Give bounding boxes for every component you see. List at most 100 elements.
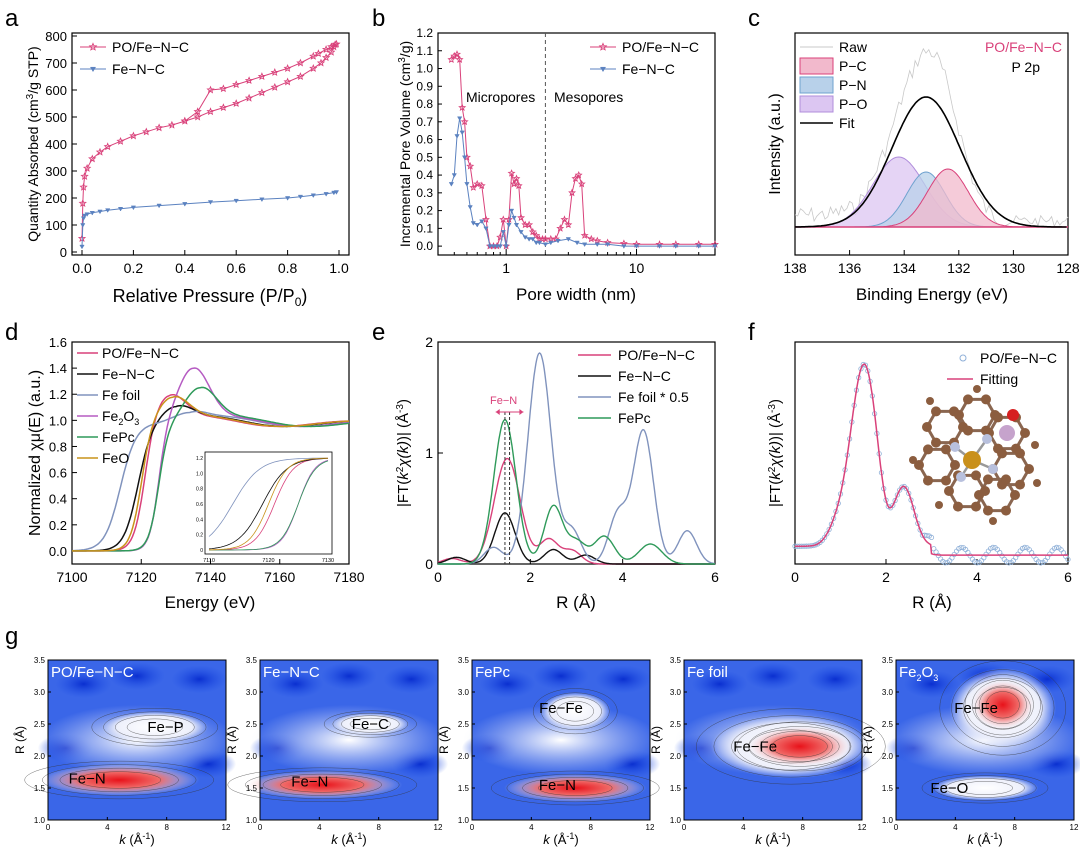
g-xtick-label: 0 <box>470 823 475 832</box>
b-xtick-label: 10 <box>629 260 645 276</box>
b-series-line-0 <box>451 53 715 247</box>
d-legend-label: FePc <box>102 429 135 445</box>
a-point <box>327 47 336 56</box>
a-point <box>297 194 304 200</box>
f-carbon-atom <box>1024 464 1034 474</box>
b-point <box>526 237 532 242</box>
a-point <box>129 131 138 140</box>
panel-b-ylabel: Incremental Pore Volume (cm3/g) <box>397 41 413 247</box>
g-contour <box>77 771 162 789</box>
a-point <box>81 213 88 219</box>
g-ytick-label: 3.5 <box>882 656 894 665</box>
f-carbon-atom <box>941 475 951 486</box>
g-contour <box>964 674 1041 736</box>
f-carbon-atom <box>954 410 964 420</box>
b-legend-marker <box>598 42 608 51</box>
g-xlabel: k (Å-1) <box>755 831 790 847</box>
b-point <box>577 179 586 188</box>
g-contour <box>713 715 868 778</box>
c-legend-label: Raw <box>839 39 868 55</box>
f-carbon-atom <box>1010 490 1020 500</box>
g-dark-region <box>807 665 864 694</box>
g-ytick-label: 1.5 <box>246 784 258 793</box>
b-point <box>477 181 486 190</box>
f-xtick-label: 4 <box>973 569 981 585</box>
d-xtick-label: 7140 <box>195 569 226 585</box>
a-point <box>103 142 112 151</box>
a-point <box>232 99 241 108</box>
b-point <box>514 181 523 190</box>
g-contour <box>490 770 660 806</box>
panel-label-d: d <box>5 319 18 346</box>
b-point <box>574 240 580 246</box>
a-point <box>283 63 292 72</box>
e-series-0 <box>437 457 715 565</box>
d-ytick-label: 0.6 <box>49 466 67 481</box>
g-map-frame <box>895 659 1075 821</box>
g-map-title: PO/Fe−N−C <box>51 664 134 681</box>
g-contour <box>91 708 219 747</box>
b-legend-label: PO/Fe−N−C <box>622 39 699 55</box>
a-xtick-label: 1.0 <box>329 260 349 276</box>
a-point <box>219 103 228 112</box>
f-carbon-atom <box>931 437 941 448</box>
g-ytick-label: 1.5 <box>882 784 894 793</box>
g-ytick-label: 2.5 <box>458 720 470 729</box>
g-contour <box>532 688 618 735</box>
f-data-point <box>894 492 900 498</box>
g-ytick-label: 1.0 <box>670 816 682 825</box>
g-contour <box>951 669 1055 747</box>
b-ytick-label: 0.2 <box>416 204 433 218</box>
f-data-point <box>890 502 896 508</box>
g-ylabel: R (Å) <box>224 726 239 754</box>
a-point <box>88 154 97 163</box>
panel-g-wavelet-maps: PO/Fe−N−C Fe−P Fe−N 0 4 8 12 1.0 1.5 2.0 2.5 3.0 3.5… <box>12 656 1080 847</box>
g-ylabel: R (Å) <box>12 726 27 754</box>
panel-a-ylabel: Quantity Absorbed (cm3/g STP) <box>25 46 41 241</box>
g-xtick-label: 8 <box>588 823 593 832</box>
g-contour <box>323 710 417 738</box>
f-carbon-atom <box>935 501 943 509</box>
b-point <box>542 242 549 248</box>
d-inset-ytick: 0.2 <box>196 533 203 539</box>
g-map-title: Fe−N−C <box>263 664 320 681</box>
a-point <box>80 223 86 228</box>
panel-b-mesopores-label: Mesopores <box>554 89 623 105</box>
b-point <box>466 162 475 170</box>
b-point <box>508 208 515 214</box>
d-legend-label: Fe−N−C <box>102 366 155 382</box>
f-data-point <box>903 486 910 492</box>
g-contour <box>771 735 828 758</box>
a-ytick-label: 800 <box>45 29 67 44</box>
b-point <box>525 220 534 229</box>
panel-label-a: a <box>5 5 19 32</box>
b-point <box>621 244 627 249</box>
b-point <box>500 230 506 235</box>
a-point <box>309 51 318 60</box>
b-point <box>512 174 521 183</box>
g-ylabel: R (Å) <box>860 726 875 754</box>
g-ytick-label: 1.5 <box>670 784 682 793</box>
f-data-point <box>892 497 898 504</box>
b-point <box>536 240 543 246</box>
g-contour <box>921 772 1049 804</box>
a-point <box>296 58 305 67</box>
g-dark-region <box>479 670 536 698</box>
b-point <box>460 117 469 126</box>
a-point <box>79 244 85 250</box>
g-contour <box>748 729 833 764</box>
g-peak-label: Fe−O <box>930 780 968 797</box>
f-legend-label: Fitting <box>980 371 1018 387</box>
g-map-1: Fe−N−C Fe−C Fe−N 0 4 8 12 1.0 1.5 2.0 2.5 3.0 3.5 k (… <box>224 656 449 847</box>
panel-a-isotherm: Relative Pressure (P/P0) Quantity Absorb… <box>25 29 350 309</box>
a-point <box>244 76 254 85</box>
g-light-region <box>463 704 659 776</box>
a-point <box>323 192 329 197</box>
panel-label-c: c <box>748 5 760 32</box>
f-carbon-atom <box>922 422 932 432</box>
d-ytick-label: 1.6 <box>49 335 67 350</box>
a-point <box>327 42 336 51</box>
b-point <box>461 155 468 161</box>
b-ytick-label: 0.8 <box>416 97 433 111</box>
b-point <box>587 234 596 243</box>
